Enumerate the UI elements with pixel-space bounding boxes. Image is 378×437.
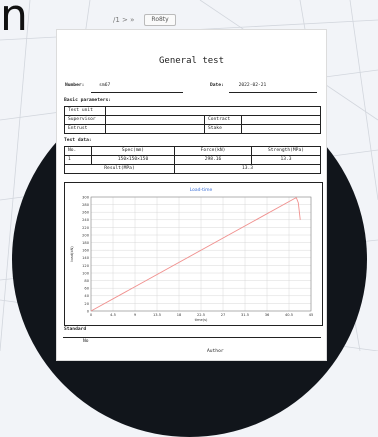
x-axis-label: time(s) bbox=[195, 318, 208, 322]
x-tick-label: 27 bbox=[221, 313, 226, 317]
x-tick-label: 13.5 bbox=[153, 313, 161, 317]
test-data-table: No. Spec(mm) Force(kN) Strength(MPa) 1 1… bbox=[64, 146, 321, 174]
y-tick-label: 0 bbox=[87, 309, 90, 313]
row-force: 298.16 bbox=[174, 155, 252, 165]
y-axis-label: load(kN) bbox=[70, 246, 74, 262]
x-tick-label: 31.5 bbox=[241, 313, 249, 317]
standard-line bbox=[63, 337, 321, 338]
x-tick-label: 9 bbox=[134, 313, 137, 317]
x-tick-label: 36 bbox=[265, 313, 270, 317]
plot-area bbox=[90, 196, 312, 312]
header-strength: Strength(MPa) bbox=[251, 146, 321, 156]
contract-label: Contract bbox=[204, 115, 242, 125]
y-tick-label: 200 bbox=[82, 233, 90, 237]
chart-title: Load-time bbox=[190, 187, 213, 193]
author-label: Author bbox=[207, 349, 224, 354]
toolbar: /1 > » Ro8ty bbox=[57, 12, 326, 28]
y-tick-label: 60 bbox=[84, 287, 89, 291]
y-tick-label: 40 bbox=[84, 294, 89, 298]
y-tick-label: 260 bbox=[82, 211, 90, 215]
entrust-value bbox=[105, 124, 205, 134]
supervisor-value bbox=[105, 115, 205, 125]
load-series-line bbox=[90, 197, 301, 312]
chart-svg: Load-time0204060801001201401601802002202… bbox=[70, 187, 314, 322]
header-force: Force(kN) bbox=[174, 146, 252, 156]
y-tick-label: 80 bbox=[84, 279, 89, 283]
y-tick-label: 220 bbox=[82, 226, 90, 230]
y-tick-label: 160 bbox=[82, 249, 90, 253]
page-nav[interactable]: /1 > » bbox=[113, 16, 135, 24]
number-value: sm67 bbox=[99, 83, 111, 88]
date-field: Date: 2022-02-21 bbox=[210, 83, 266, 88]
y-tick-label: 180 bbox=[82, 241, 90, 245]
standard-label: Standard bbox=[64, 327, 87, 332]
test-data-heading: Test data: bbox=[64, 138, 92, 143]
test-unit-label: Test unit bbox=[64, 106, 106, 116]
y-tick-label: 140 bbox=[82, 256, 90, 260]
number-field: Number: sm67 bbox=[65, 83, 110, 88]
basic-params-heading: Basic parameters: bbox=[64, 98, 112, 103]
y-tick-label: 20 bbox=[84, 302, 89, 306]
x-tick-label: 18 bbox=[177, 313, 182, 317]
stake-value bbox=[241, 124, 321, 134]
y-tick-label: 240 bbox=[82, 218, 90, 222]
row-no: 1 bbox=[64, 155, 92, 165]
number-label: Number: bbox=[65, 83, 85, 88]
basic-params-table: Test unit Supervisor Contract Entrust St… bbox=[64, 106, 321, 134]
row-spec: 150×150×150 bbox=[91, 155, 175, 165]
corner-glyph: n bbox=[0, 0, 28, 41]
entrust-label: Entrust bbox=[64, 124, 106, 134]
result-label: Result(MPa) bbox=[64, 164, 175, 174]
result-value: 13.3 bbox=[174, 164, 321, 174]
stake-label: Stake bbox=[204, 124, 242, 134]
date-value: 2022-02-21 bbox=[238, 83, 267, 88]
header-spec: Spec(mm) bbox=[91, 146, 175, 156]
x-tick-label: 22.5 bbox=[197, 313, 205, 317]
supervisor-label: Supervisor bbox=[64, 115, 106, 125]
report-page: General test Number: sm67 Date: 2022-02-… bbox=[57, 30, 326, 360]
date-label: Date: bbox=[210, 83, 224, 88]
y-tick-label: 100 bbox=[82, 271, 90, 275]
header-no: No. bbox=[64, 146, 92, 156]
y-tick-label: 300 bbox=[82, 195, 90, 199]
contract-value bbox=[241, 115, 321, 125]
number-underline bbox=[91, 92, 183, 93]
standard-no: No bbox=[83, 339, 89, 344]
x-tick-label: 45 bbox=[309, 313, 314, 317]
y-tick-label: 120 bbox=[82, 264, 90, 268]
date-underline bbox=[229, 92, 317, 93]
x-tick-label: 40.5 bbox=[285, 313, 293, 317]
report-title: General test bbox=[158, 56, 225, 66]
x-tick-label: 4.5 bbox=[110, 313, 116, 317]
load-time-chart: Load-time 0 20 40 60 80 100 120 140 160 180 200 220 2… bbox=[64, 182, 323, 326]
test-unit-value bbox=[105, 106, 321, 116]
y-tick-label: 280 bbox=[82, 203, 90, 207]
row-strength: 13.3 bbox=[251, 155, 321, 165]
x-tick-label: 0 bbox=[90, 313, 93, 317]
toolbar-button[interactable]: Ro8ty bbox=[144, 14, 176, 26]
